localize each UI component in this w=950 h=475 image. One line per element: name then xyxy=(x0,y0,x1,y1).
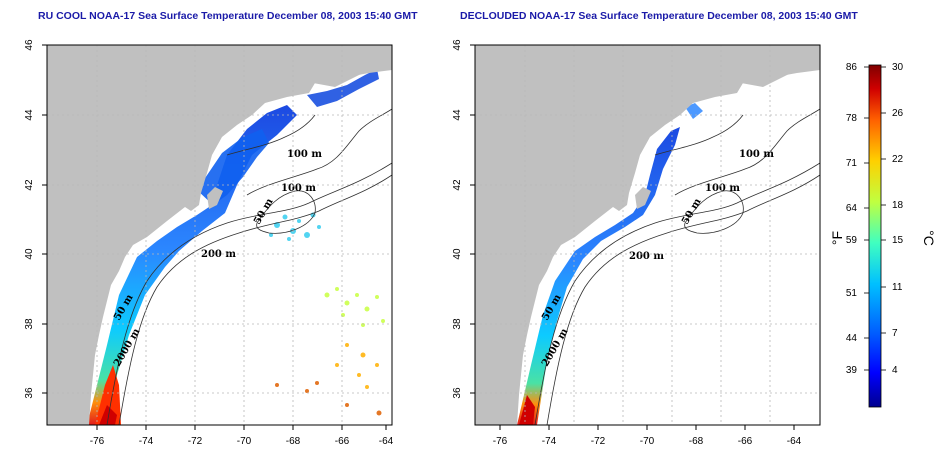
right-y-tick: 46 xyxy=(452,39,463,51)
temperature-colorbar: 86 78 71 64 59 51 44 39 30 26 22 18 15 1… xyxy=(829,62,937,408)
colorbar-celsius-unit: °C xyxy=(921,230,937,246)
right-contour-label-100m-b: 100 m xyxy=(705,183,740,194)
colorbar-fahrenheit-unit: °F xyxy=(829,231,845,245)
left-x-tick: -76 xyxy=(90,436,105,447)
colorbar-c-tick: 11 xyxy=(892,282,903,293)
left-contour-label-100m-b: 100 m xyxy=(281,183,316,194)
right-contour-label-200m: 200 m xyxy=(629,251,664,262)
colorbar-c-tick: 22 xyxy=(892,154,904,165)
colorbar-gradient xyxy=(868,64,882,408)
right-x-tick: -68 xyxy=(689,436,704,447)
left-x-tick: -66 xyxy=(335,436,350,447)
colorbar-f-tick: 86 xyxy=(846,62,858,73)
left-x-tick: -68 xyxy=(286,436,301,447)
right-x-tick: -74 xyxy=(542,436,557,447)
colorbar-c-tick: 18 xyxy=(892,200,904,211)
right-x-tick: -66 xyxy=(738,436,753,447)
colorbar-c-tick: 7 xyxy=(892,328,898,339)
colorbar-f-tick: 44 xyxy=(846,333,858,344)
left-map: 100 m 100 m 50 m 200 m 50 m 2000 m xyxy=(24,39,394,447)
left-x-tick: -74 xyxy=(139,436,154,447)
right-y-tick: 42 xyxy=(452,179,463,191)
left-contour-label-200m: 200 m xyxy=(201,249,236,260)
right-x-tick: -76 xyxy=(493,436,508,447)
left-contour-label-100m-a: 100 m xyxy=(287,149,322,160)
colorbar-f-tick: 39 xyxy=(846,365,858,376)
colorbar-f-tick: 78 xyxy=(846,113,858,124)
colorbar-f-tick: 64 xyxy=(846,203,858,214)
colorbar-c-tick: 26 xyxy=(892,108,904,119)
right-y-tick: 40 xyxy=(452,248,463,260)
right-y-tick: 36 xyxy=(452,387,463,399)
colorbar-f-tick: 51 xyxy=(846,288,858,299)
left-x-tick: -64 xyxy=(379,436,394,447)
colorbar-f-tick: 71 xyxy=(846,158,858,169)
right-map: 100 m 100 m 50 m 200 m 50 m 2000 m xyxy=(452,39,821,447)
left-y-tick: 44 xyxy=(24,109,35,121)
right-x-tick: -64 xyxy=(787,436,802,447)
colorbar-c-tick: 15 xyxy=(892,235,904,246)
left-y-tick: 42 xyxy=(24,179,35,191)
colorbar-c-tick: 4 xyxy=(892,365,898,376)
right-y-tick: 38 xyxy=(452,318,463,330)
left-x-tick: -72 xyxy=(188,436,203,447)
right-x-tick: -72 xyxy=(591,436,606,447)
right-contour-label-100m-a: 100 m xyxy=(739,149,774,160)
left-y-tick: 36 xyxy=(24,387,35,399)
colorbar-c-tick: 30 xyxy=(892,62,904,73)
right-y-tick: 44 xyxy=(452,109,463,121)
right-x-tick: -70 xyxy=(640,436,655,447)
left-panel-title: RU COOL NOAA-17 Sea Surface Temperature … xyxy=(38,10,418,22)
left-y-tick: 46 xyxy=(24,39,35,51)
left-y-tick: 40 xyxy=(24,248,35,260)
right-panel-title: DECLOUDED NOAA-17 Sea Surface Temperatur… xyxy=(460,10,858,22)
colorbar-f-tick: 59 xyxy=(846,235,858,246)
left-x-tick: -70 xyxy=(237,436,252,447)
left-y-tick: 38 xyxy=(24,318,35,330)
